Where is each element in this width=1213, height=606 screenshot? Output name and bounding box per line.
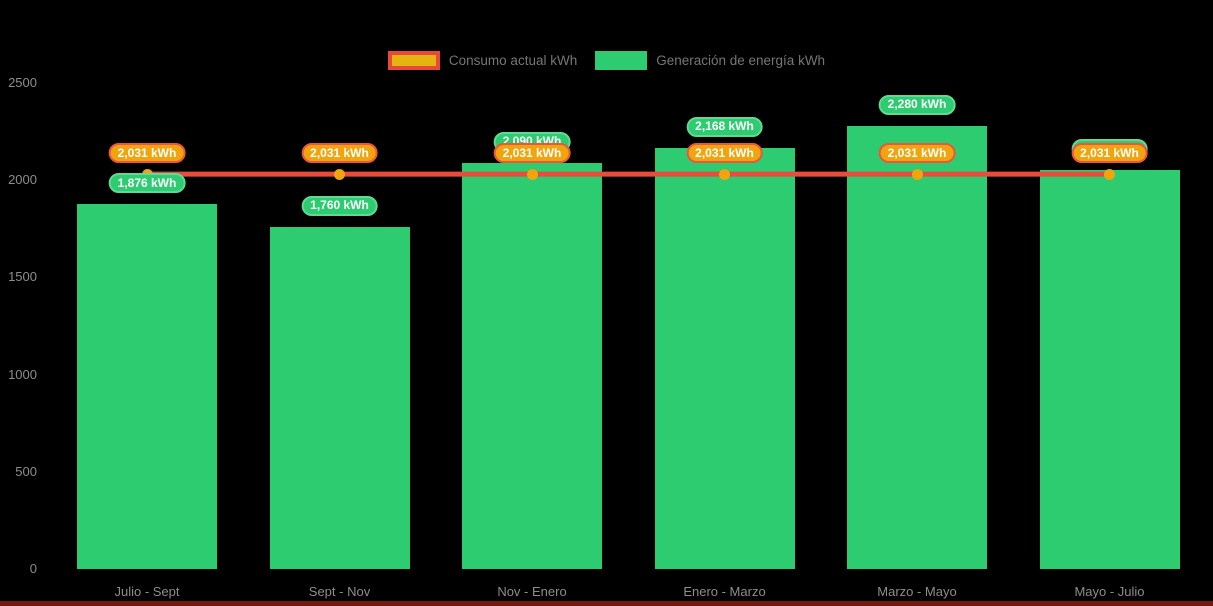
consumption-value-badge: 2,031 kWh bbox=[878, 143, 956, 164]
consumption-value-badge: 2,031 kWh bbox=[301, 143, 378, 164]
legend-label-consumption: Consumo actual kWh bbox=[448, 53, 578, 68]
consumption-point[interactable] bbox=[911, 168, 923, 180]
generation-bar[interactable] bbox=[77, 204, 217, 569]
y-tick-label: 0 bbox=[29, 561, 37, 576]
consumption-value-badge: 2,031 kWh bbox=[686, 143, 763, 164]
generation-bar[interactable] bbox=[847, 125, 987, 569]
chart-legend: Consumo actual kWh Generación de energía… bbox=[0, 51, 1213, 70]
legend-label-generation: Generación de energía kWh bbox=[656, 53, 826, 68]
generation-bar[interactable] bbox=[462, 162, 602, 569]
consumption-point[interactable] bbox=[1104, 168, 1115, 180]
y-tick-label: 2000 bbox=[8, 172, 37, 188]
y-tick-label: 1000 bbox=[8, 366, 37, 382]
consumption-point[interactable] bbox=[334, 168, 345, 180]
generation-bar[interactable] bbox=[269, 226, 410, 569]
y-tick-label: 1500 bbox=[8, 269, 37, 285]
bottom-divider bbox=[0, 601, 1213, 606]
x-axis-label: Enero - Marzo bbox=[683, 584, 766, 599]
x-axis-label: Julio - Sept bbox=[114, 584, 180, 599]
x-axis-label: Sept - Nov bbox=[308, 584, 371, 599]
consumption-value-badge: 2,031 kWh bbox=[1071, 143, 1148, 164]
y-tick-label: 500 bbox=[15, 463, 37, 479]
x-axis-label: Marzo - Mayo bbox=[877, 584, 957, 599]
generation-value-badge: 1,760 kWh bbox=[301, 195, 378, 216]
generation-value-badge: 2,168 kWh bbox=[686, 116, 763, 137]
consumption-value-badge: 2,031 kWh bbox=[493, 143, 571, 164]
generation-bar[interactable] bbox=[654, 147, 795, 569]
y-tick-label: 2500 bbox=[8, 75, 37, 90]
consumption-point[interactable] bbox=[719, 168, 730, 180]
legend-item-consumption[interactable]: Consumo actual kWh bbox=[387, 51, 578, 70]
generation-bar[interactable] bbox=[1039, 169, 1180, 569]
generation-swatch-icon bbox=[595, 51, 648, 70]
consumption-point[interactable] bbox=[526, 168, 538, 180]
x-axis-label: Mayo - Julio bbox=[1074, 584, 1145, 599]
consumption-swatch-icon bbox=[387, 51, 440, 70]
generation-value-badge: 1,876 kWh bbox=[108, 173, 186, 194]
generation-value-badge: 2,280 kWh bbox=[878, 94, 956, 115]
consumption-value-badge: 2,031 kWh bbox=[108, 143, 186, 164]
x-axis-label: Nov - Enero bbox=[497, 584, 567, 599]
legend-item-generation[interactable]: Generación de energía kWh bbox=[595, 51, 825, 70]
